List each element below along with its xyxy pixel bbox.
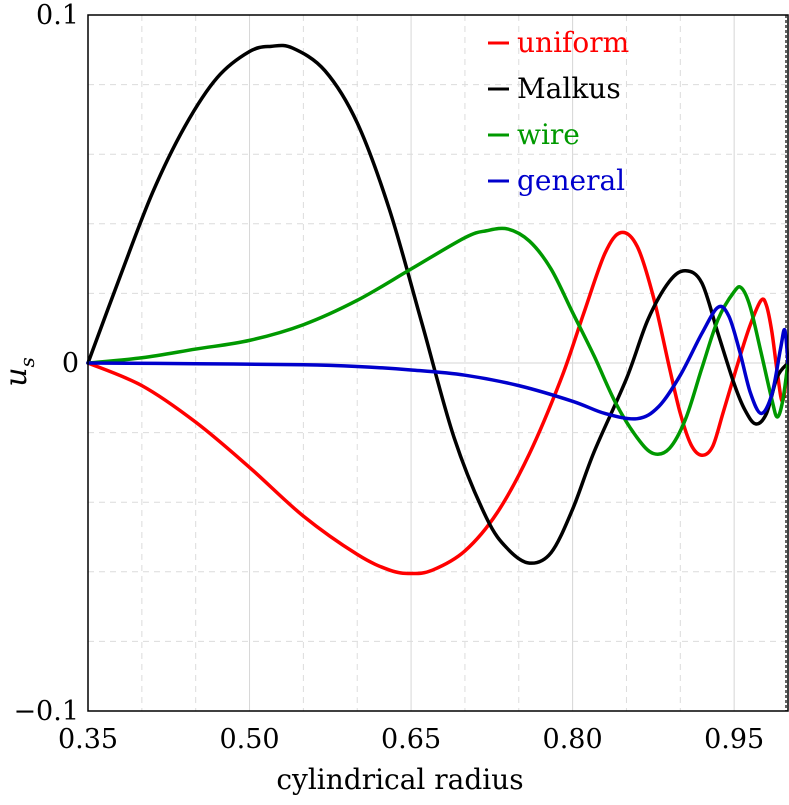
legend-label: uniform	[517, 26, 629, 59]
y-tick-label: 0.1	[36, 0, 79, 31]
legend-entry: general	[488, 164, 625, 197]
plot-frame	[87, 14, 789, 712]
series-line-general	[86, 304, 789, 421]
x-tick-label: 0.95	[704, 724, 764, 755]
y-tick-label: 0	[62, 348, 79, 379]
x-tick-label: 0.65	[381, 724, 441, 755]
legend: uniform Malkus wire general	[488, 26, 629, 197]
grid-lines	[88, 15, 788, 711]
legend-label: Malkus	[517, 72, 621, 105]
legend-entry: wire	[488, 118, 580, 151]
series-line-uniform	[86, 230, 789, 576]
legend-label: general	[517, 164, 625, 197]
legend-entry: uniform	[488, 26, 629, 59]
y-axis-label-subscript: s	[15, 357, 39, 367]
y-axis-label: us	[0, 357, 39, 387]
series-line-wire	[86, 226, 789, 456]
tick-labels: 0.35 0.50 0.65 0.80 0.95 −0.1 0 0.1	[13, 0, 764, 755]
legend-entry: Malkus	[488, 72, 621, 105]
x-tick-label: 0.50	[219, 724, 279, 755]
legend-label: wire	[517, 118, 580, 151]
x-axis-label: cylindrical radius	[276, 763, 523, 796]
y-axis-label-main: u	[0, 367, 34, 386]
y-tick-label: −0.1	[13, 696, 79, 727]
x-tick-label: 0.80	[543, 724, 603, 755]
series-line-malkus	[86, 43, 789, 565]
x-tick-label: 0.35	[58, 724, 118, 755]
curves	[86, 43, 789, 576]
